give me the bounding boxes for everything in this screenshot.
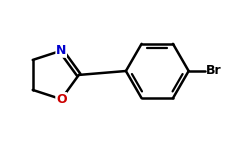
Text: N: N	[56, 44, 67, 57]
Text: Br: Br	[206, 63, 222, 77]
Text: O: O	[56, 93, 67, 106]
